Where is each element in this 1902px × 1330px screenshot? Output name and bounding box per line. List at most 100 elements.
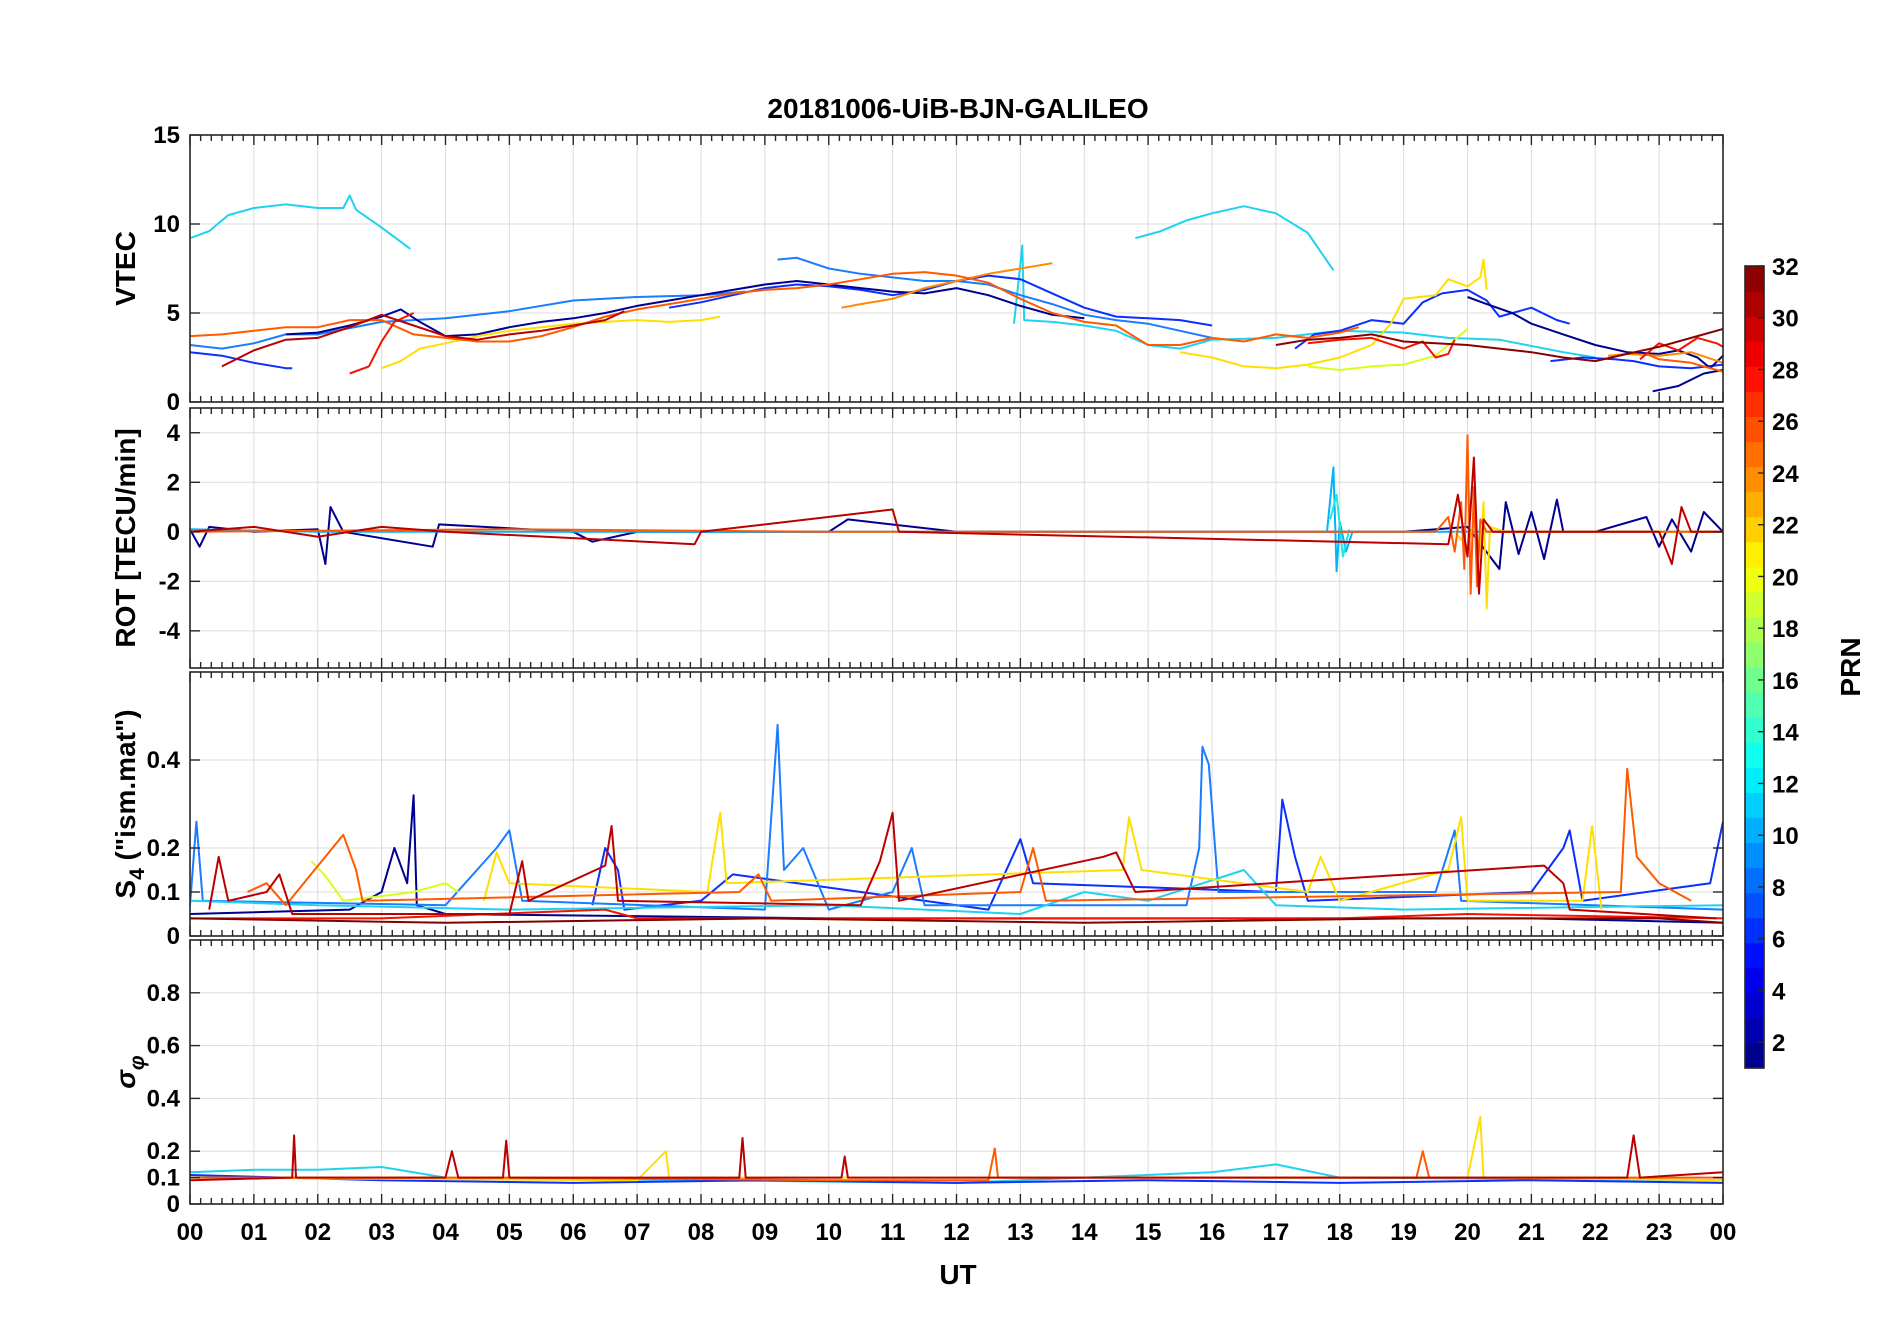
grid-vtec — [189, 134, 1724, 403]
x-tick-label: 00 — [177, 1219, 204, 1246]
y-tick-label: 0 — [167, 1191, 180, 1218]
series-prn-30 — [190, 1134, 1723, 1182]
series-prn-13 — [1329, 493, 1351, 558]
colorbar-swatch — [1745, 667, 1764, 693]
series-prn-20 — [381, 315, 721, 370]
series-prn-30 — [190, 456, 1723, 595]
x-tick-label: 17 — [1263, 1219, 1290, 1246]
series-group-sigma — [190, 1115, 1723, 1184]
colorbar-swatch — [1745, 416, 1764, 443]
x-tick-label: 20 — [1454, 1219, 1481, 1246]
colorbar-swatch — [1745, 692, 1764, 718]
series-prn-25 — [190, 271, 1360, 346]
colorbar-swatch — [1745, 817, 1764, 844]
series-group-vtec — [190, 194, 1723, 393]
series-prn-25 — [247, 767, 1692, 907]
tick-marks-rot — [189, 408, 1724, 668]
tick-marks-vtec — [189, 134, 1724, 403]
colorbar-swatch — [1745, 742, 1764, 768]
colorbar-swatch — [1745, 767, 1764, 793]
y-tick-label: 5 — [167, 300, 180, 327]
grid-rot — [189, 408, 1724, 668]
colorbar-swatch — [1745, 942, 1764, 969]
series-prn-20 — [1179, 258, 1488, 370]
colorbar-frame — [1744, 265, 1765, 1069]
tick-marks-sigma — [189, 940, 1724, 1205]
series-prn-30 — [208, 811, 1717, 920]
x-tick-label: 22 — [1582, 1219, 1609, 1246]
series-prn-9 — [777, 256, 1213, 339]
series-prn-28 — [349, 312, 415, 375]
colorbar-tick-label: 32 — [1772, 254, 1799, 281]
series-prn-19 — [1307, 328, 1469, 371]
y-tick-label: 0.2 — [147, 835, 180, 862]
x-tick-label: 00 — [1710, 1219, 1737, 1246]
grid-sigma — [189, 940, 1724, 1205]
series-prn-25 — [190, 434, 1723, 595]
series-prn-19 — [310, 860, 459, 902]
colorbar-swatch — [1745, 867, 1764, 894]
colorbar-tick-label: 4 — [1772, 978, 1786, 1005]
series-prn-20 — [482, 811, 1603, 910]
series-prn-23 — [841, 262, 1053, 309]
series-prn-9 — [190, 290, 746, 350]
y-tick-label: 0 — [167, 519, 180, 546]
colorbar-swatch — [1745, 466, 1764, 493]
colorbar-tick-label: 20 — [1772, 564, 1799, 591]
y-tick-label: 2 — [167, 469, 180, 496]
colorbar-tick-label: 12 — [1772, 771, 1799, 798]
colorbar-swatch — [1745, 591, 1764, 618]
x-tick-label: 09 — [752, 1219, 779, 1246]
colorbar-tick-label: 16 — [1772, 668, 1799, 695]
series-prn-28 — [1307, 336, 1456, 359]
y-tick-label: 0 — [167, 389, 180, 416]
panel-sigma: 00.10.2 0.4 0.6 0.8 σφ 00 01 02 03 04 05 06 07 08 09 10… — [110, 939, 1737, 1246]
colorbar-tick-label: 22 — [1772, 513, 1799, 540]
colorbar-tick-label: 6 — [1772, 927, 1785, 954]
y-tick-label: -2 — [159, 568, 180, 595]
x-tick-label: 08 — [688, 1219, 715, 1246]
x-tick-label: 15 — [1135, 1219, 1162, 1246]
colorbar-swatch — [1745, 641, 1764, 668]
x-tick-label: 05 — [496, 1219, 523, 1246]
series-prn-2 — [1652, 369, 1723, 393]
series-prn-12 — [190, 869, 1723, 915]
colorbar-swatch — [1745, 792, 1764, 818]
colorbar-swatch — [1745, 491, 1764, 518]
colorbar-tick-label: 2 — [1772, 1030, 1785, 1057]
series-prn-4 — [190, 1174, 1723, 1184]
y-axis-label-s4: S4 ("ism.mat") — [110, 709, 149, 898]
colorbar-swatch — [1745, 266, 1764, 292]
series-prn-32 — [190, 917, 1723, 924]
colorbar-swatch — [1745, 316, 1764, 342]
series-prn-12 — [1013, 244, 1596, 359]
y-axis-label-vtec: VTEC — [110, 231, 141, 306]
colorbar-swatch — [1745, 616, 1764, 643]
y-tick-label: 0.1 — [147, 879, 180, 906]
y-tick-label: -4 — [159, 618, 181, 645]
colorbar-swatch — [1745, 1017, 1764, 1044]
colorbar-swatch — [1745, 992, 1764, 1019]
series-prn-9 — [190, 723, 1723, 911]
y-tick-label: 0.6 — [147, 1033, 180, 1060]
series-prn-12 — [1135, 205, 1335, 271]
x-tick-label: 10 — [815, 1219, 842, 1246]
series-prn-12 — [190, 194, 411, 250]
y-tick-label: 0.1 — [147, 1165, 180, 1192]
series-prn-4 — [668, 274, 1213, 327]
tick-marks-s4 — [189, 672, 1724, 937]
panel-s4: 0 0.1 0.2 0.4S4 ("ism.mat") — [110, 671, 1724, 950]
y-tick-label: 0.4 — [147, 747, 181, 774]
series-prn-20 — [1453, 501, 1723, 610]
colorbar-swatch — [1745, 566, 1764, 593]
colorbar-swatch — [1745, 842, 1764, 869]
colorbar-tick-label: 30 — [1772, 306, 1799, 333]
series-prn-4 — [1550, 356, 1723, 370]
x-tick-label: 16 — [1199, 1219, 1226, 1246]
y-axis-label-sigma: σφ — [110, 1055, 149, 1089]
series-group-rot — [190, 434, 1723, 610]
y-tick-label: 0.4 — [147, 1085, 181, 1112]
series-prn-25 — [190, 1147, 1723, 1182]
grid-s4 — [189, 672, 1724, 937]
colorbar-tick-label: 18 — [1772, 616, 1799, 643]
